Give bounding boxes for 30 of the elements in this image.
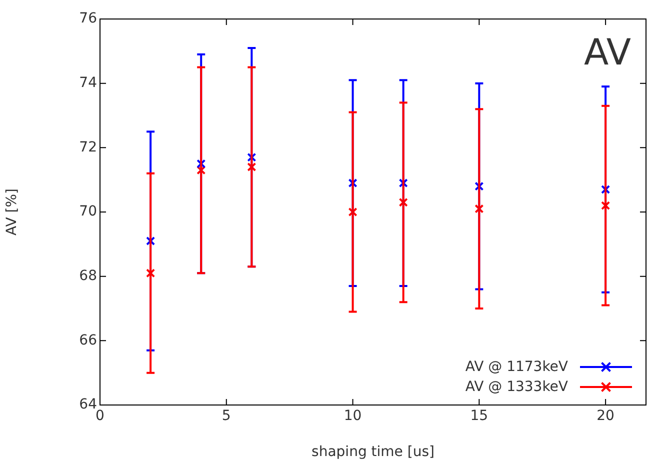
point (146, 268, 156, 278)
y-tick-label: 70 (79, 204, 97, 220)
y-axis-title: AV [%] (4, 188, 20, 236)
x-tick-label: 15 (470, 408, 488, 424)
point (474, 182, 484, 191)
legend-label: AV @ 1173keV (465, 358, 568, 377)
point (601, 184, 610, 194)
y-tick-label: 74 (79, 74, 98, 91)
y-tick-label: 68 (79, 268, 97, 284)
point (196, 159, 206, 168)
x-tick-label: 10 (344, 408, 362, 424)
point (474, 204, 484, 214)
x-tick-label: 0 (96, 408, 104, 424)
x-tick-label: 5 (222, 408, 231, 424)
y-tick-label: 66 (79, 332, 98, 348)
point (348, 178, 358, 188)
y-tick-label: 76 (79, 10, 98, 27)
x-axis-title: shaping time [us] (312, 444, 434, 460)
point (247, 162, 256, 172)
point (398, 198, 408, 207)
point (398, 178, 408, 188)
point (348, 207, 358, 217)
y-tick-label: 64 (79, 396, 98, 413)
annotation: AV (584, 32, 632, 74)
legend-label: AV @ 1333keV (465, 378, 568, 397)
point (247, 152, 256, 162)
y-tick-label: 72 (79, 139, 97, 156)
point (601, 201, 610, 210)
x-tick-label: 20 (596, 408, 614, 424)
point (146, 236, 156, 246)
